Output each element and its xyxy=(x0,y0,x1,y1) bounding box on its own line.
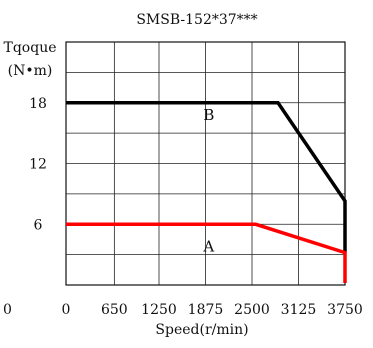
x-tick-label-5: 3125 xyxy=(281,302,317,318)
series-line-b xyxy=(66,101,347,253)
x-tick-label-3: 1875 xyxy=(188,302,224,318)
tick-labels: 0 650 1250 1875 2500 3125 3750 6 12 18 xyxy=(29,96,363,318)
y-axis-label-line2: (N•m) xyxy=(8,63,53,79)
series-line-a xyxy=(66,222,347,283)
x-tick-label-1: 650 xyxy=(101,302,128,318)
x-tick-label-2: 1250 xyxy=(141,302,177,318)
y-tick-label-0: 6 xyxy=(34,217,43,233)
stray-tick-label: 0 xyxy=(3,302,12,318)
x-tick-label-4: 2500 xyxy=(234,302,270,318)
x-tick-label-6: 3750 xyxy=(327,302,363,318)
x-axis-label: Speed(r/min) xyxy=(155,322,248,338)
series-label-b: B xyxy=(203,106,214,124)
y-tick-label-1: 12 xyxy=(29,157,47,173)
y-axis-label-line1: Tqoque xyxy=(4,40,57,56)
chart-title: SMSB-152*37*** xyxy=(136,12,257,28)
series-label-a: A xyxy=(202,238,214,256)
x-tick-label-0: 0 xyxy=(62,302,71,318)
plot-frame xyxy=(65,41,346,286)
y-tick-label-2: 18 xyxy=(29,96,47,112)
series-lines: BA xyxy=(66,101,347,283)
